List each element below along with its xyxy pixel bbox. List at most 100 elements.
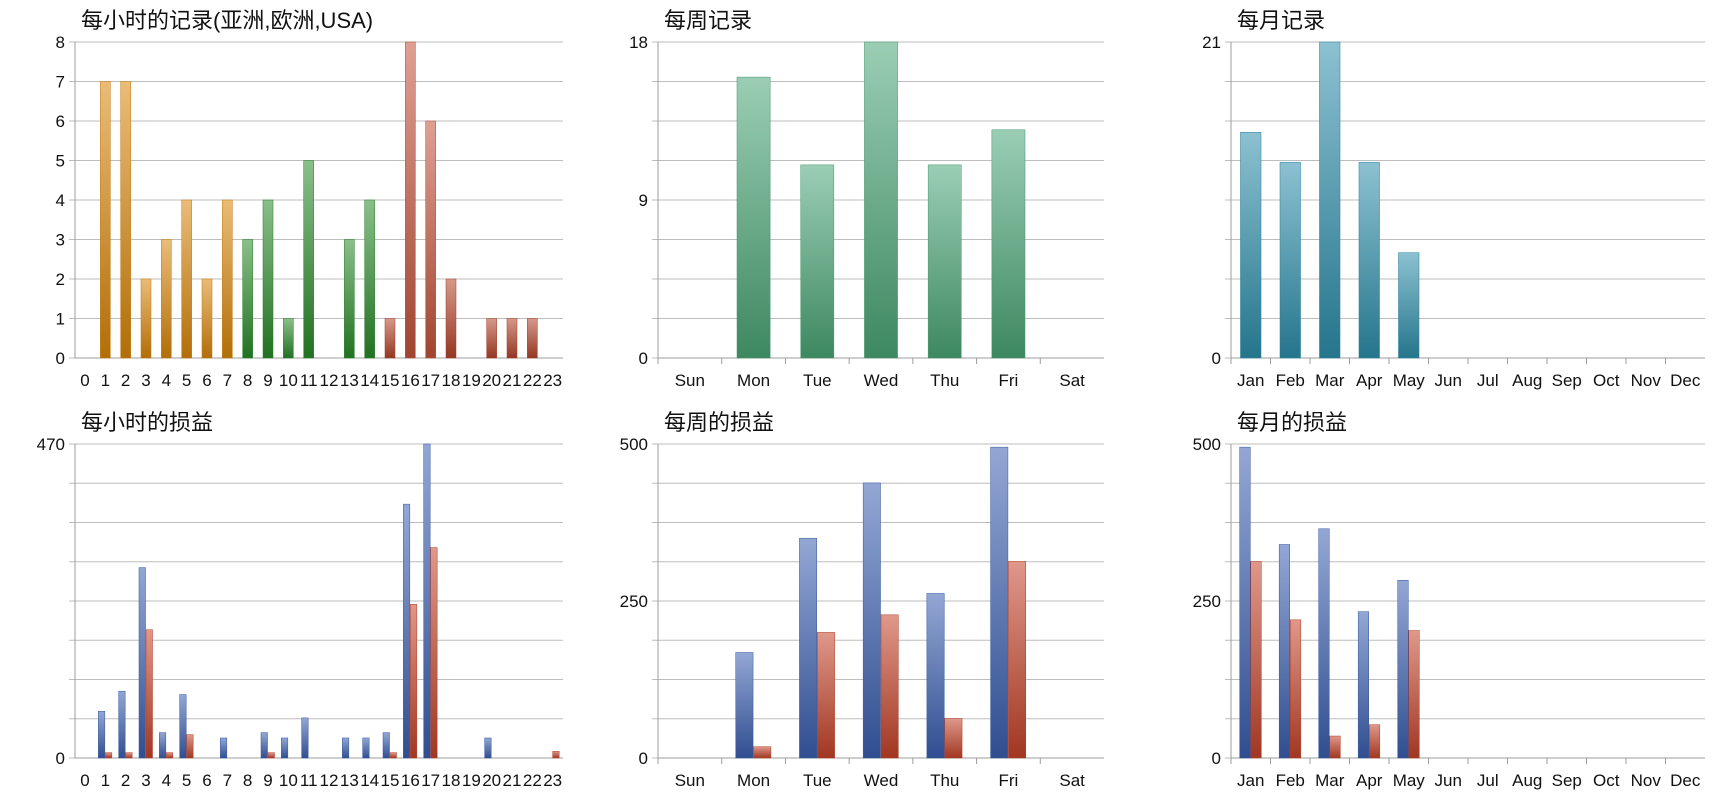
x-tick-label: Thu [930,771,959,790]
x-tick-label: Mar [1315,371,1345,390]
x-tick-label: Jul [1477,771,1499,790]
x-tick-label: Jun [1435,371,1462,390]
bar-series-1-Tue [799,537,818,759]
bar-series-1-Wed [862,482,881,759]
bar-series-2-17 [430,547,438,759]
x-tick-label: Tue [803,771,832,790]
chart-title: 每小时的损益 [81,410,213,435]
x-tick-label: Oct [1593,771,1620,790]
x-tick-label: 14 [360,771,379,790]
x-tick-label: Wed [864,371,899,390]
y-tick-label: 5 [56,152,65,171]
bar-series-1-3 [138,567,146,759]
x-tick-label: 16 [401,371,420,390]
bar-series-2-Jan [1250,561,1262,759]
bar-series-1-Apr [1357,611,1369,759]
x-tick-label: 22 [523,371,542,390]
x-tick-label: 18 [442,371,461,390]
bar-10 [283,318,294,359]
x-tick-label: Nov [1631,771,1662,790]
x-tick-label: 13 [340,771,359,790]
bar-Jan [1240,132,1262,359]
x-tick-label: Dec [1670,771,1701,790]
x-tick-label: 4 [162,771,171,790]
x-tick-label: Mon [737,371,770,390]
x-tick-label: Feb [1276,371,1305,390]
x-tick-label: 15 [381,371,400,390]
bar-series-1-9 [260,732,268,759]
x-tick-label: 3 [141,771,150,790]
x-tick-label: Sun [675,371,705,390]
x-tick-label: Dec [1670,371,1701,390]
x-tick-label: 12 [320,771,339,790]
x-tick-label: Aug [1512,771,1542,790]
x-tick-label: Apr [1356,371,1383,390]
y-tick-label: 4 [56,191,65,210]
bar-13 [344,239,355,359]
x-tick-label: 11 [300,771,318,790]
x-tick-label: 20 [482,771,501,790]
x-tick-label: Wed [864,771,899,790]
bar-series-2-15 [389,752,397,759]
bar-series-2-May [1408,630,1420,759]
x-tick-label: 11 [300,371,318,390]
y-tick-label: 0 [1212,749,1221,768]
bar-series-1-7 [220,737,228,759]
bar-series-1-1 [98,710,106,759]
x-tick-label: 23 [543,771,562,790]
bar-series-1-17 [423,443,431,759]
bar-series-1-Mar [1318,528,1330,759]
bars [1240,41,1420,359]
x-tick-label: Jan [1237,371,1264,390]
bar-series-2-5 [186,734,194,759]
bar-series-2-Mon [753,746,772,759]
bar-series-2-Apr [1369,724,1381,759]
bar-series-1-13 [342,737,350,759]
bar-series-1-Thu [926,593,945,759]
y-tick-label: 3 [56,231,65,250]
bar-series-2-16 [410,604,418,759]
bars [100,41,538,359]
chart-2: 每周记录 0 9 18 Sun Mon Tue Wed Thu Fri Sat [629,8,1104,390]
y-tick-label: 6 [56,112,65,131]
bar-18 [445,278,457,359]
bar-series-2-23 [552,751,560,759]
bar-series-2-Mar [1329,735,1341,759]
x-tick-label: 6 [202,371,211,390]
gridlines [69,41,563,359]
x-tick-label: Mar [1315,771,1345,790]
chart-title: 每小时的记录(亚洲,欧洲,USA) [81,8,373,33]
bar-16 [405,41,416,359]
bar-series-2-2 [125,752,133,759]
x-tick-label: Fri [999,371,1019,390]
x-tick-label: May [1393,371,1426,390]
y-tick-label: 2 [56,270,65,289]
bar-series-1-15 [382,732,390,759]
x-tick-label: 6 [202,771,211,790]
x-tick-label: 15 [381,771,400,790]
x-tick-label: 8 [243,771,252,790]
x-tick-label: 3 [141,371,150,390]
y-tick-label: 0 [1212,349,1221,368]
x-tick-label: 12 [320,371,339,390]
bar-6 [201,278,213,359]
bar-11 [303,160,314,359]
bar-series-2-1 [105,752,113,759]
chart-title: 每周记录 [664,8,752,33]
gridlines [1225,443,1705,759]
x-tick-label: Jul [1477,371,1499,390]
bar-Mon [736,76,771,359]
x-tick-label: Thu [930,371,959,390]
y-tick-label: 7 [56,73,65,92]
bar-series-1-11 [301,717,309,759]
x-tick-label: 17 [421,371,440,390]
x-tick-label: 1 [101,771,110,790]
x-tick-label: 13 [340,371,359,390]
x-tick-label: 2 [121,771,130,790]
x-tick-label: Sep [1552,771,1582,790]
bar-series-2-4 [166,752,174,759]
bar-series-2-Wed [880,614,899,759]
y-tick-label: 500 [620,435,648,454]
